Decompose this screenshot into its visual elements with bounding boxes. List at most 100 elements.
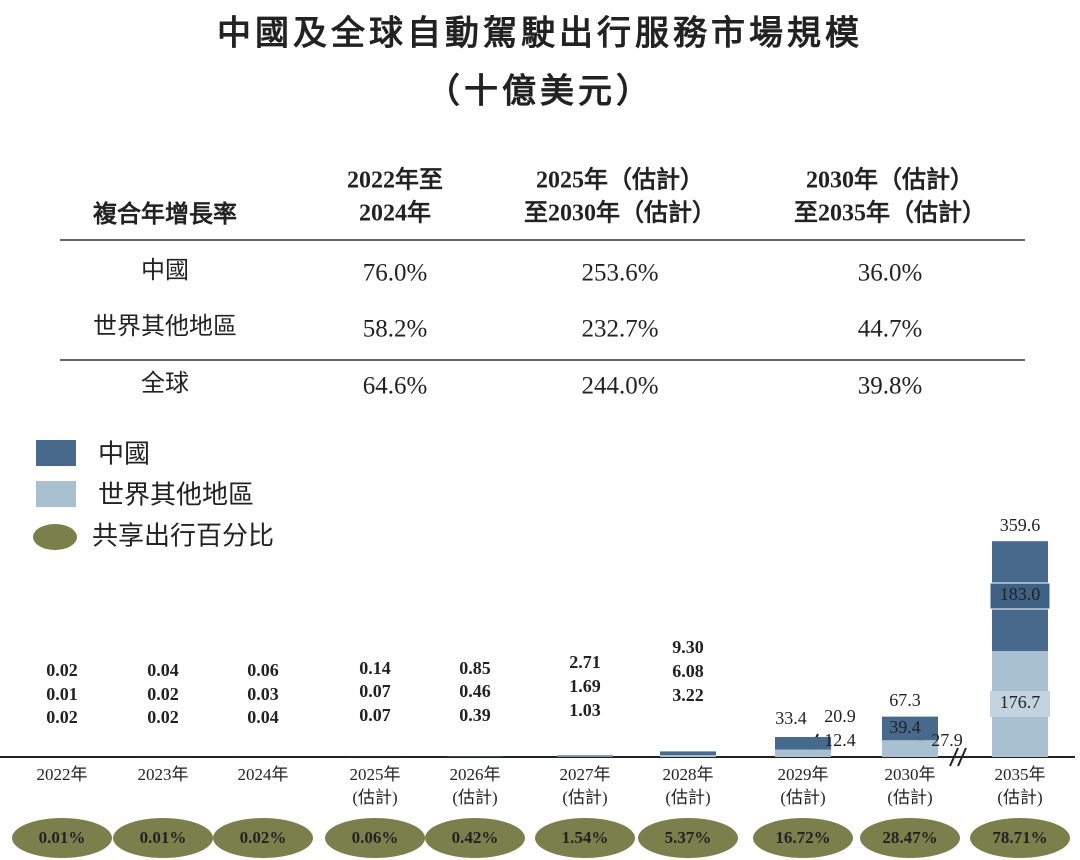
label-bg: [990, 691, 1050, 717]
value-label: 6.08: [672, 661, 704, 681]
value-label: 0.01: [46, 684, 78, 704]
title: 中國及全球自動駕駛出行服務市場規模: [217, 14, 863, 54]
total-label: 0.85: [459, 658, 491, 678]
x-tick-label: 2027年: [560, 765, 611, 784]
value-label: 0.02: [147, 707, 179, 727]
value-label: 176.7: [1000, 692, 1041, 712]
x-tick-label: 2023年: [138, 765, 189, 784]
shared-label: 78.71%: [992, 828, 1047, 847]
value-label: 0.02: [147, 684, 179, 704]
x-tick-label: 2030年: [885, 765, 936, 784]
shared-badge: [113, 818, 213, 858]
shared-label: 0.01%: [140, 828, 187, 847]
bar: [775, 749, 831, 757]
table-header: 2024年: [359, 199, 431, 227]
shared-badge: [753, 818, 853, 858]
shared-badge: [12, 818, 112, 858]
value-label: 39.4: [889, 717, 921, 737]
shared-badge: [860, 818, 960, 858]
total-label: 2.71: [569, 652, 601, 672]
x-tick-label: (估計): [780, 788, 825, 807]
row-label: 全球: [141, 369, 189, 397]
legend-label: 中國: [98, 440, 150, 470]
bar: [882, 716, 938, 741]
x-tick-label: (估計): [352, 788, 397, 807]
value-label: 0.02: [46, 707, 78, 727]
shared-badge: [213, 818, 313, 858]
value-label: 0.04: [247, 707, 279, 727]
shared-badge: [970, 818, 1070, 858]
value-label: 27.9: [931, 730, 963, 750]
shared-label: 28.47%: [882, 828, 937, 847]
value-label: 20.9: [824, 706, 856, 726]
table-cell: 76.0%: [363, 260, 428, 287]
x-tick-label: (估計): [452, 788, 497, 807]
total-label: 0.14: [359, 658, 391, 678]
table-cell: 44.7%: [858, 316, 923, 343]
title: （十億美元）: [426, 72, 654, 112]
total-label: 33.4: [775, 708, 807, 728]
shared-label: 1.54%: [562, 828, 609, 847]
value-label: 183.0: [1000, 584, 1041, 604]
table-header: 至2030年（估計）: [524, 199, 716, 227]
shared-label: 5.37%: [665, 828, 712, 847]
x-tick-label: (估計): [997, 788, 1042, 807]
total-label: 67.3: [889, 690, 921, 710]
x-tick-label: (估計): [665, 788, 710, 807]
shared-label: 0.06%: [352, 828, 399, 847]
value-label: 0.39: [459, 705, 491, 725]
legend-swatch: [36, 440, 76, 466]
table-cell: 58.2%: [363, 316, 428, 343]
table-header: 複合年增長率: [93, 200, 237, 228]
x-tick-label: (估計): [887, 788, 932, 807]
value-label: 0.46: [459, 681, 491, 701]
bar: [775, 737, 831, 750]
total-label: 9.30: [672, 637, 704, 657]
shared-label: 16.72%: [775, 828, 830, 847]
shared-label: 0.01%: [39, 828, 86, 847]
value-label: 0.07: [359, 705, 391, 725]
table-header: 2030年（估計）: [806, 166, 974, 194]
value-label: 1.03: [569, 700, 601, 720]
x-tick-label: 2028年: [663, 765, 714, 784]
shared-badge: [535, 818, 635, 858]
table-cell: 36.0%: [858, 260, 923, 287]
shared-badge: [425, 818, 525, 858]
x-tick-label: 2025年: [350, 765, 401, 784]
table-cell: 39.8%: [858, 373, 923, 400]
x-tick-label: 2035年: [995, 765, 1046, 784]
shared-badge: [325, 818, 425, 858]
x-tick-label: 2022年: [37, 765, 88, 784]
table-header: 至2035年（估計）: [794, 199, 986, 227]
total-label: 0.06: [247, 660, 279, 680]
table-header: 2022年至: [347, 166, 443, 194]
shared-label: 0.02%: [240, 828, 287, 847]
shared-label: 0.42%: [452, 828, 499, 847]
bar: [557, 755, 613, 757]
value-label: 3.22: [672, 685, 704, 705]
bar: [882, 740, 938, 757]
x-tick-label: 2029年: [778, 765, 829, 784]
table-cell: 253.6%: [581, 260, 658, 287]
legend-swatch: [36, 481, 76, 507]
bar: [557, 756, 613, 757]
row-label: 中國: [141, 256, 189, 284]
total-label: 0.04: [147, 660, 179, 680]
value-label: 0.07: [359, 681, 391, 701]
legend-label: 共享出行百分比: [92, 522, 274, 552]
bar: [660, 755, 716, 757]
legend-swatch: [33, 524, 77, 550]
x-tick-label: 2024年: [238, 765, 289, 784]
bar: [660, 751, 716, 756]
table-header: 2025年（估計）: [536, 166, 704, 194]
value-label: 12.4: [824, 730, 856, 750]
table-cell: 232.7%: [581, 316, 658, 343]
legend-label: 世界其他地區: [98, 481, 254, 511]
x-tick-label: (估計): [562, 788, 607, 807]
shared-badge: [638, 818, 738, 858]
table-cell: 244.0%: [581, 373, 658, 400]
label-bg: [989, 582, 1051, 610]
value-label: 0.03: [247, 684, 279, 704]
total-label: 359.6: [1000, 515, 1041, 535]
